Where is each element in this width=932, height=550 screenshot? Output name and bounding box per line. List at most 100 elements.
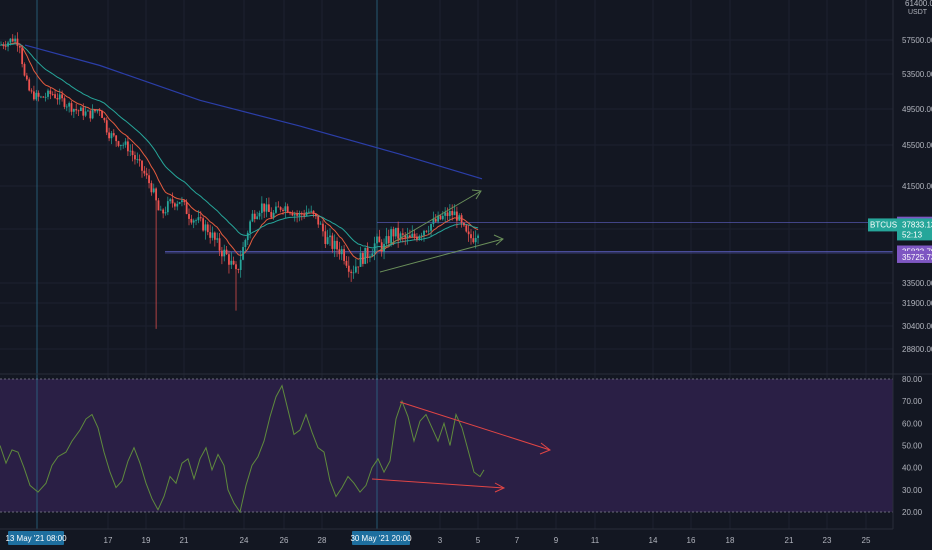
candle-body [176, 203, 179, 207]
candle [105, 117, 108, 136]
candle [286, 203, 289, 214]
candle [58, 88, 61, 105]
candle-body [237, 269, 240, 270]
candle-body [409, 235, 411, 238]
candle-body [260, 203, 263, 213]
candle [423, 229, 425, 242]
candle [152, 183, 155, 194]
candle [131, 143, 134, 162]
candle [399, 231, 402, 242]
candle-body [84, 111, 87, 116]
candle-body [164, 212, 167, 214]
candle [199, 211, 202, 222]
candle [270, 207, 273, 219]
candle [387, 229, 390, 246]
candle [204, 220, 207, 240]
candle-body [108, 132, 110, 139]
candle [444, 207, 447, 223]
candle [307, 208, 310, 214]
candle-body [204, 224, 207, 231]
candle-body [80, 107, 82, 112]
candle [162, 208, 165, 219]
candle [7, 40, 9, 52]
price-tag-value: 35725.73 [902, 253, 932, 262]
candle-body [350, 271, 353, 273]
candle [169, 197, 172, 204]
candle [322, 220, 324, 237]
candle-body [390, 229, 392, 244]
candle-body [18, 45, 21, 48]
candle-body [425, 230, 428, 232]
candle [195, 218, 197, 226]
candle [80, 105, 82, 112]
candle-body [159, 209, 162, 211]
candle [110, 131, 113, 145]
candle-body [371, 253, 374, 257]
candle [14, 35, 16, 43]
rsi-tick-label: 80.00 [902, 375, 923, 384]
candle [0, 41, 2, 46]
candle [25, 72, 28, 81]
candle-body [206, 224, 209, 233]
candle [477, 233, 479, 244]
candle-body [152, 188, 155, 193]
candle-body [279, 207, 282, 210]
time-axis-highlights: 13 May '21 08:00 30 May '21 20:00 [5, 531, 412, 545]
candle-body [33, 91, 35, 100]
candle-body [150, 183, 153, 193]
candle-body [4, 46, 7, 47]
candle [230, 252, 233, 270]
candle [282, 207, 284, 215]
candle-body [296, 214, 298, 216]
candle-body [181, 200, 183, 203]
candle-body [317, 216, 320, 225]
candle [441, 210, 444, 221]
candle-body [345, 260, 348, 266]
candle [75, 103, 78, 115]
candle-body [56, 98, 59, 100]
candle [354, 258, 357, 274]
price-tick-label: 45500.00 [902, 141, 932, 150]
candle-body [47, 90, 49, 97]
candle-body [326, 237, 329, 244]
time-axis-background [0, 529, 932, 550]
ma-fast [0, 42, 479, 260]
candle [329, 228, 331, 246]
candle-body [129, 150, 132, 152]
candle [300, 211, 303, 221]
candle-body [305, 211, 308, 216]
candle-body [477, 235, 479, 239]
candle [296, 210, 298, 223]
candle-body [310, 210, 313, 212]
candle-body [30, 90, 33, 92]
candle-body [169, 199, 172, 202]
candle-body [434, 218, 437, 222]
candle [472, 231, 475, 244]
price-tag-countdown: 52:13 [902, 230, 923, 239]
candle-body [77, 110, 80, 112]
price-tag-bg [897, 218, 932, 241]
candle-body [162, 209, 165, 214]
candle [371, 248, 374, 257]
rsi-lower-arrowhead [494, 482, 506, 493]
rsi-band-lines [0, 378, 893, 513]
candle [275, 202, 277, 214]
candle [350, 269, 353, 282]
candle-body [213, 232, 216, 240]
candle [211, 226, 214, 241]
candle [171, 192, 174, 208]
candle-body [134, 155, 136, 160]
candle [176, 200, 179, 211]
candle [406, 227, 409, 245]
candle [103, 117, 106, 123]
candle-body [352, 272, 355, 274]
candle-body [385, 236, 388, 244]
candle [82, 103, 85, 121]
candle-body [472, 238, 475, 243]
candle-body [378, 236, 381, 243]
candle [336, 237, 338, 257]
time-tick-label: 21 [785, 536, 794, 545]
candle-body [190, 218, 193, 223]
